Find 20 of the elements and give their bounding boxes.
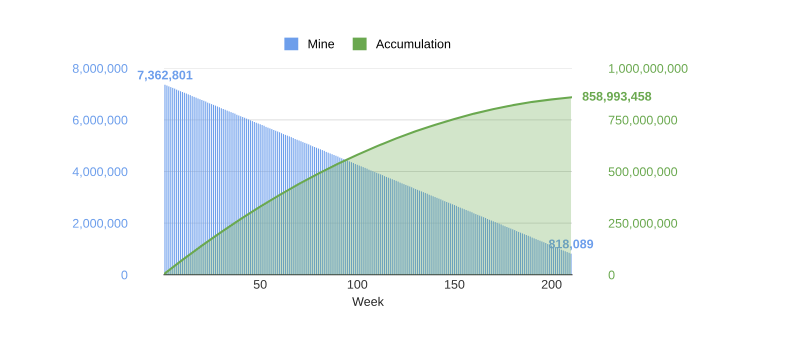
y2-tick-label: 750,000,000 <box>608 116 678 126</box>
x-tick-label: 150 <box>444 280 464 289</box>
data-label: 7,362,801 <box>138 70 192 82</box>
y2-tick-label: 250,000,000 <box>608 218 678 230</box>
y2-tick-label: 1,000,000,000 <box>609 64 688 74</box>
x-tick-label: 100 <box>348 280 368 289</box>
legend-label: Accumulation <box>376 39 450 48</box>
y-tick-label: 6,000,000 <box>72 116 128 126</box>
x-tick-label: 50 <box>254 280 267 289</box>
data-label: 818,089 <box>548 240 594 250</box>
legend-label: Mine <box>308 39 334 48</box>
y-tick-label: 4,000,000 <box>72 167 128 178</box>
data-label: 858,993,458 <box>582 92 652 103</box>
x-tick-label: 200 <box>542 280 562 289</box>
y2-tick-label: 0 <box>608 270 615 280</box>
x-axis-title: Week <box>352 296 384 306</box>
y-tick-label: 2,000,000 <box>72 218 128 230</box>
y-tick-label: 8,000,000 <box>72 64 128 74</box>
y-tick-label: 0 <box>121 270 128 280</box>
y2-tick-label: 500,000,000 <box>608 167 678 178</box>
